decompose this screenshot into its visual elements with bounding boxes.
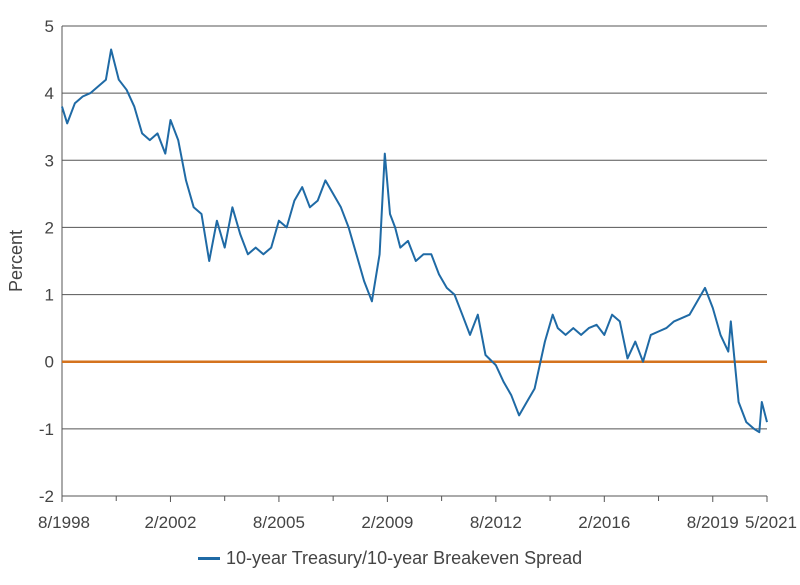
x-tick-label: 8/2019 (687, 513, 739, 532)
y-tick-label: 5 (45, 17, 54, 36)
y-tick-label: -2 (39, 487, 54, 506)
legend: 10-year Treasury/10-year Breakeven Sprea… (198, 548, 582, 569)
x-tick-label: 5/2021 (745, 513, 797, 532)
y-tick-label: 1 (45, 286, 54, 305)
x-tick-label: 8/2012 (470, 513, 522, 532)
legend-label: 10-year Treasury/10-year Breakeven Sprea… (226, 548, 583, 568)
x-tick-label: 2/2016 (578, 513, 630, 532)
y-tick-label: -1 (39, 420, 54, 439)
x-tick-label: 8/1998 (38, 513, 90, 532)
legend-swatch (198, 557, 220, 560)
y-axis-label: Percent (6, 230, 26, 292)
y-tick-label: 2 (45, 218, 54, 237)
series-line (61, 48, 768, 434)
y-tick-label: 0 (45, 353, 54, 372)
series-group (61, 48, 768, 434)
grid-lines (61, 25, 767, 497)
y-tick-label: 4 (45, 84, 54, 103)
x-tick-label: 2/2002 (144, 513, 196, 532)
x-axis-ticks: 8/1998 2/2002 8/2005 2/2009 8/2012 2/2016 8/20… (38, 496, 797, 532)
y-axis-ticks: 5 4 3 2 1 0 -1 -2 (39, 17, 54, 506)
x-tick-label: 8/2005 (253, 513, 305, 532)
x-tick-label: 2/2009 (361, 513, 413, 532)
y-tick-label: 3 (45, 151, 54, 170)
